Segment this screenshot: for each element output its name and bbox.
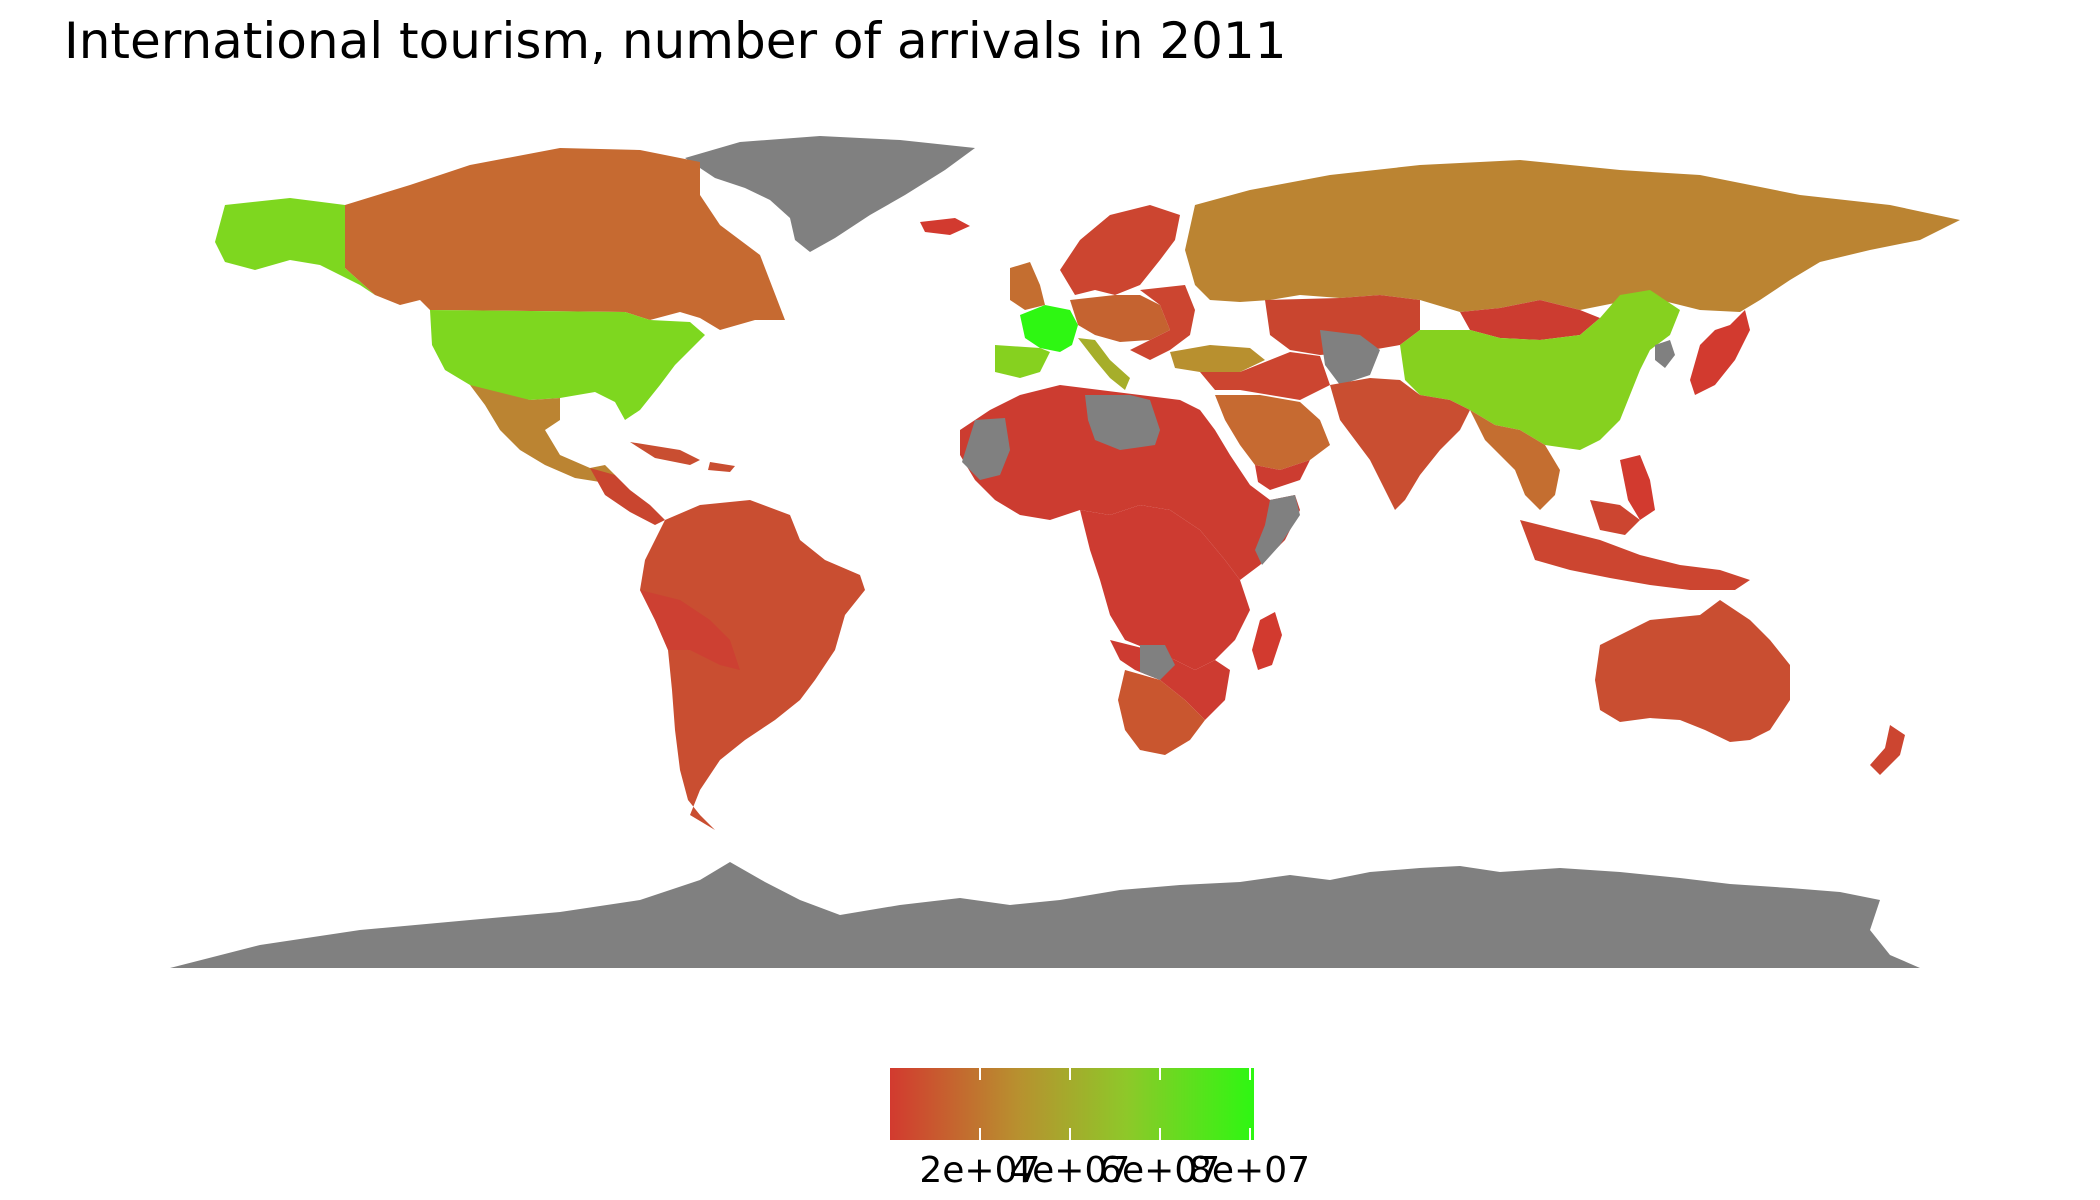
region-japan xyxy=(1690,310,1750,395)
region-canada xyxy=(345,148,785,330)
region-malaysia-indonesia xyxy=(1520,500,1750,590)
legend-tick-mark xyxy=(978,1128,981,1140)
color-scale-legend xyxy=(890,1068,1254,1140)
region-philippines xyxy=(1620,455,1655,520)
region-mexico xyxy=(470,385,615,482)
legend-tick-label: 4e+07 xyxy=(1009,1150,1131,1191)
region-somalia xyxy=(1255,495,1300,565)
region-libya xyxy=(1085,395,1160,450)
region-central-america xyxy=(590,468,665,525)
region-greenland xyxy=(685,136,975,252)
region-madagascar xyxy=(1252,612,1282,670)
region-southeast-asia xyxy=(1470,410,1560,510)
region-iceland xyxy=(920,218,970,235)
region-central-asia xyxy=(1265,295,1420,355)
legend-tick-mark xyxy=(1158,1068,1161,1080)
region-south-america xyxy=(640,500,865,830)
legend-tick-label: 8e+07 xyxy=(1188,1150,1311,1191)
region-south-africa xyxy=(1118,670,1205,755)
region-mongolia xyxy=(1460,300,1600,340)
region-botswana xyxy=(1140,645,1175,680)
region-no-data-central xyxy=(1320,330,1380,385)
region-scandinavia xyxy=(1060,205,1180,295)
region-korea xyxy=(1655,340,1675,368)
region-antarctica xyxy=(170,862,1920,968)
region-usa xyxy=(430,310,705,420)
region-alaska xyxy=(215,198,375,295)
region-france xyxy=(1020,305,1078,352)
region-uk xyxy=(1010,262,1045,310)
region-russia xyxy=(1185,160,1960,312)
region-spain xyxy=(995,345,1050,378)
legend-tick-mark xyxy=(1248,1068,1251,1080)
map-title: International tourism, number of arrival… xyxy=(64,12,1287,70)
region-turkey xyxy=(1170,345,1265,372)
region-north-africa xyxy=(960,385,1300,580)
region-new-zealand xyxy=(1870,725,1905,775)
legend-tick-label: 6e+07 xyxy=(1099,1150,1221,1191)
region-peru-bolivia xyxy=(640,590,740,670)
legend-tick-mark xyxy=(978,1068,981,1080)
region-yemen xyxy=(1255,460,1310,490)
region-south-asia xyxy=(1330,378,1470,510)
region-saudi-arabia xyxy=(1215,395,1330,470)
region-australia xyxy=(1595,600,1790,742)
region-middle-east xyxy=(1200,352,1330,400)
legend-tick-mark xyxy=(1248,1128,1251,1140)
legend-tick-label: 2e+07 xyxy=(919,1150,1041,1191)
region-caribbean xyxy=(630,442,735,472)
legend-tick-mark xyxy=(1158,1128,1161,1140)
region-eastern-europe xyxy=(1130,285,1195,360)
region-central-europe xyxy=(1070,295,1170,342)
legend-tick-mark xyxy=(1068,1128,1071,1140)
region-west-africa-nd xyxy=(962,418,1010,480)
region-central-africa xyxy=(1080,505,1250,670)
region-italy xyxy=(1078,338,1130,390)
legend-tick-mark xyxy=(1068,1068,1071,1080)
legend-gradient xyxy=(890,1068,1254,1140)
